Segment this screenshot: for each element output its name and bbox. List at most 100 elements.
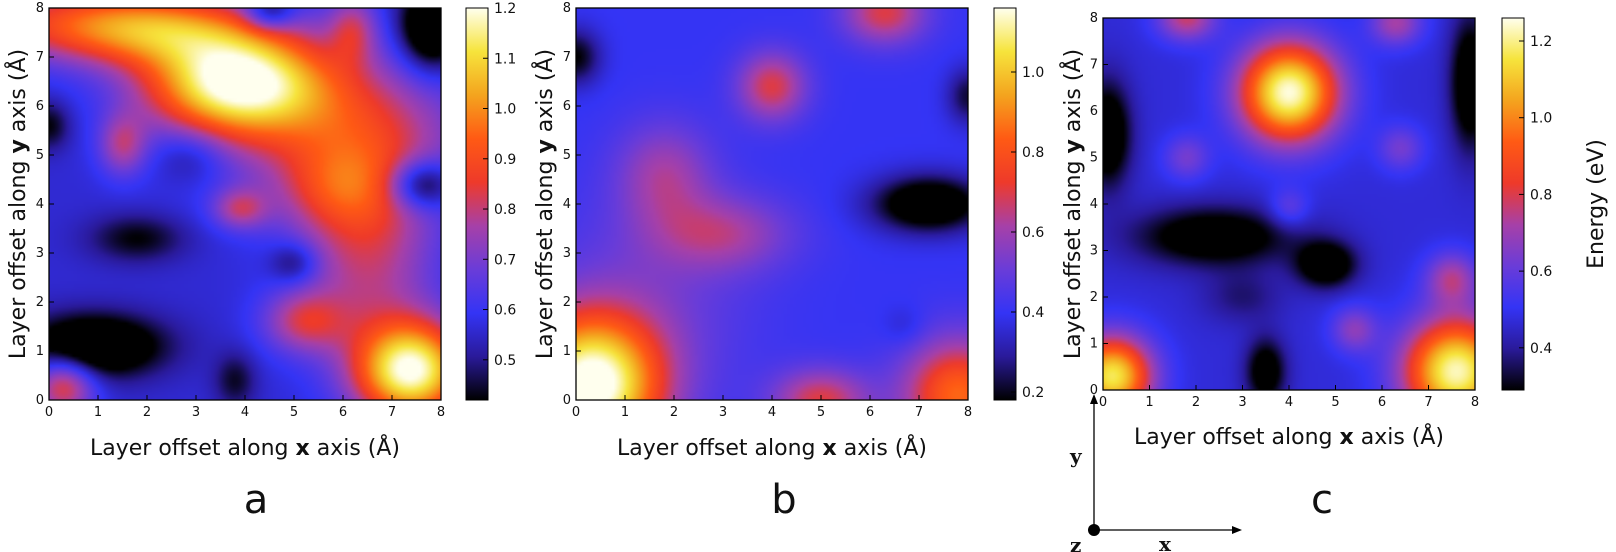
x-tick-label: 5: [290, 405, 298, 420]
x-tick-label: 5: [1331, 395, 1339, 410]
x-tick-label: 6: [866, 405, 874, 420]
colorbar-tick-label: 0.7: [494, 252, 516, 268]
y-tick-label: 2: [36, 295, 44, 310]
panel-label-a: a: [244, 477, 269, 523]
y-axis-label-a: Layer offset along y axis (Å): [4, 49, 31, 359]
compass-y-label: y: [1069, 444, 1083, 468]
y-tick-label: 7: [36, 50, 44, 65]
y-tick-label: 1: [36, 344, 44, 359]
compass-x-arrowhead: [1232, 526, 1242, 534]
colorbar-ticks-b: 0.2 0.4 0.6 0.8 1.0: [1011, 65, 1044, 401]
x-tick-label: 1: [94, 405, 102, 420]
compass-z-label: z: [1070, 533, 1081, 552]
axes-compass: y x z: [1069, 394, 1242, 552]
heatmap-image-a: [49, 8, 441, 400]
colorbar-tick-label: 0.6: [1022, 225, 1044, 241]
x-tick-label: 4: [241, 405, 249, 420]
x-ticks-b: 0 1 2 3 4 5 6 7 8: [572, 395, 972, 420]
x-ticks-a: 0 1 2 3 4 5 6 7 8: [45, 395, 445, 420]
colorbar-tick-label: 0.6: [494, 303, 516, 319]
x-axis-label-c: Layer offset along x axis (Å): [1134, 423, 1444, 450]
colorbar-tick-label: 1.2: [494, 1, 516, 17]
colorbar-tick-label: 0.4: [1530, 341, 1552, 357]
x-tick-label: 3: [192, 405, 200, 420]
panel-b: 0 1 2 3 4 5 6 7 8 0 1 2 3 4 5 6 7 8 Layer offset along x…: [531, 1, 1044, 523]
y-tick-label: 8: [1090, 11, 1098, 26]
y-ticks-a: 0 1 2 3 4 5 6 7 8: [36, 1, 54, 408]
y-tick-label: 5: [36, 148, 44, 163]
y-ticks-c: 0 1 2 3 4 5 6 7 8: [1090, 11, 1108, 398]
y-tick-label: 6: [1090, 104, 1098, 119]
x-tick-label: 2: [1192, 395, 1200, 410]
y-tick-label: 0: [1090, 383, 1098, 398]
y-tick-label: 4: [563, 197, 571, 212]
y-tick-label: 4: [36, 197, 44, 212]
colorbar-tick-label: 0.4: [1022, 305, 1044, 321]
x-tick-label: 3: [1238, 395, 1246, 410]
y-tick-label: 3: [1090, 244, 1098, 259]
x-tick-label: 6: [1378, 395, 1386, 410]
y-tick-label: 6: [563, 99, 571, 114]
x-tick-label: 7: [388, 405, 396, 420]
y-tick-label: 7: [563, 50, 571, 65]
colorbar-ticks-c: 0.4 0.6 0.8 1.0 1.2: [1519, 34, 1552, 357]
heatmap-image-c: [1103, 18, 1475, 390]
compass-z-dot: [1088, 524, 1100, 536]
panel-a: 0 1 2 3 4 5 6 7 8 0 1 2 3 4 5 6 7 8 Layer offset along x…: [4, 1, 516, 523]
x-tick-label: 1: [1145, 395, 1153, 410]
x-tick-label: 3: [719, 405, 727, 420]
x-tick-label: 5: [817, 405, 825, 420]
x-tick-label: 7: [915, 405, 923, 420]
x-tick-label: 8: [1471, 395, 1479, 410]
x-axis-label-b: Layer offset along x axis (Å): [617, 434, 927, 461]
colorbar-tick-label: 1.0: [1022, 65, 1044, 81]
colorbar-tick-label: 0.9: [494, 152, 516, 168]
x-tick-label: 0: [1099, 395, 1107, 410]
colorbar-c: [1501, 17, 1525, 391]
y-tick-label: 5: [563, 148, 571, 163]
y-axis-label-c: Layer offset along y axis (Å): [1059, 49, 1086, 359]
y-tick-label: 6: [36, 99, 44, 114]
y-tick-label: 4: [1090, 197, 1098, 212]
y-tick-label: 3: [36, 246, 44, 261]
y-ticks-b: 0 1 2 3 4 5 6 7 8: [563, 1, 581, 408]
x-tick-label: 4: [768, 405, 776, 420]
colorbar-tick-label: 0.6: [1530, 264, 1552, 280]
colorbar-a: [465, 7, 489, 401]
y-tick-label: 5: [1090, 151, 1098, 166]
x-tick-label: 0: [45, 405, 53, 420]
colorbar-tick-label: 0.5: [494, 353, 516, 369]
x-tick-label: 6: [339, 405, 347, 420]
y-tick-label: 0: [563, 393, 571, 408]
y-tick-label: 8: [36, 1, 44, 16]
y-tick-label: 1: [563, 344, 571, 359]
heatmap-image-b: [576, 8, 968, 400]
colorbar-tick-label: 1.0: [494, 102, 516, 118]
x-tick-label: 8: [437, 405, 445, 420]
compass-x-label: x: [1159, 532, 1172, 552]
compass-y-arrowhead: [1090, 394, 1098, 404]
x-tick-label: 2: [143, 405, 151, 420]
y-tick-label: 8: [563, 1, 571, 16]
colorbar-tick-label: 0.8: [1022, 145, 1044, 161]
colorbar-tick-label: 1.1: [494, 51, 516, 67]
y-axis-label-b: Layer offset along y axis (Å): [531, 49, 558, 359]
panel-c: 0 1 2 3 4 5 6 7 8 0 1 2 3 4 5 6 7 8 Layer offset along x…: [1059, 11, 1609, 523]
y-tick-label: 2: [1090, 290, 1098, 305]
colorbar-tick-label: 1.2: [1530, 34, 1552, 50]
panel-label-c: c: [1311, 477, 1333, 523]
colorbar-b: [993, 7, 1017, 401]
colorbar-label-c: Energy (eV): [1584, 139, 1609, 269]
x-tick-label: 8: [964, 405, 972, 420]
y-tick-label: 2: [563, 295, 571, 310]
y-tick-label: 1: [1090, 337, 1098, 352]
x-tick-label: 7: [1424, 395, 1432, 410]
x-tick-label: 0: [572, 405, 580, 420]
x-tick-label: 4: [1285, 395, 1293, 410]
colorbar-tick-label: 0.2: [1022, 385, 1044, 401]
colorbar-tick-label: 0.8: [494, 202, 516, 218]
colorbar-tick-label: 0.8: [1530, 187, 1552, 203]
x-axis-label-a: Layer offset along x axis (Å): [90, 434, 400, 461]
colorbar-ticks-a: 0.5 0.6 0.7 0.8 0.9 1.0 1.1 1.2: [483, 1, 516, 369]
